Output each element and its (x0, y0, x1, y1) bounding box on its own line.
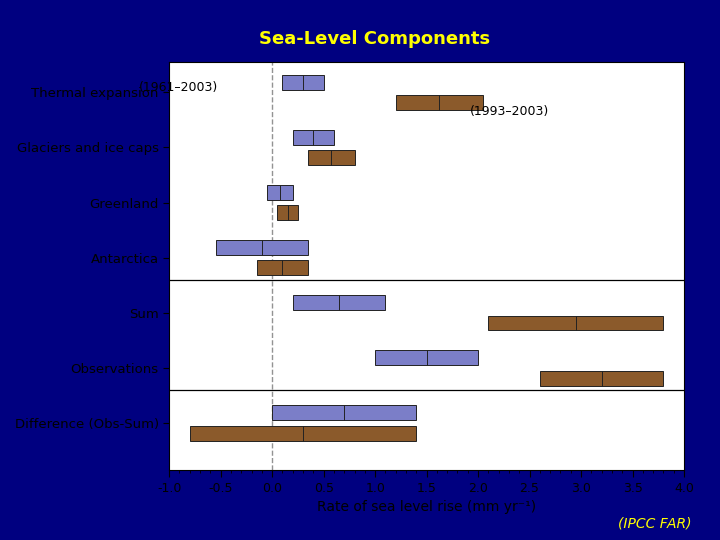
Bar (282, 75, 324, 90)
Bar (272, 406, 416, 420)
Bar (293, 295, 385, 310)
Bar (267, 185, 293, 200)
Bar (540, 370, 663, 386)
Bar (293, 130, 334, 145)
Text: Sea-Level Components: Sea-Level Components (258, 30, 490, 48)
Bar (488, 315, 663, 330)
Bar (375, 350, 478, 365)
Bar (396, 95, 483, 110)
X-axis label: Rate of sea level rise (mm yr⁻¹): Rate of sea level rise (mm yr⁻¹) (317, 500, 536, 514)
Text: (1993–2003): (1993–2003) (470, 105, 549, 118)
Bar (308, 150, 354, 165)
Bar (277, 205, 298, 220)
Bar (215, 240, 308, 255)
Bar (190, 426, 416, 441)
Text: (1961–2003): (1961–2003) (140, 82, 219, 94)
Bar (257, 260, 308, 275)
Text: (IPCC FAR): (IPCC FAR) (618, 516, 691, 530)
